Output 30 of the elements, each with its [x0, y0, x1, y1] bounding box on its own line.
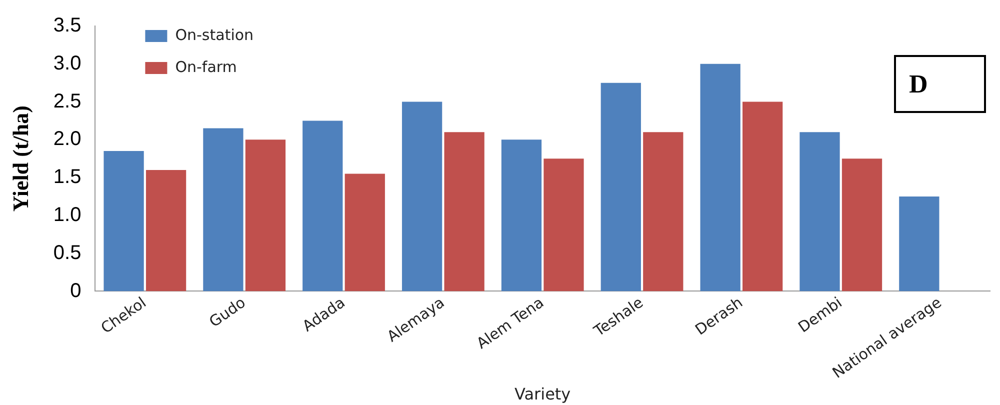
y-tick-label: 0.5 [53, 242, 82, 264]
bar [444, 132, 484, 292]
y-tick-label: 0 [70, 280, 82, 302]
bar [842, 158, 882, 292]
legend-label: On-farm [175, 58, 237, 76]
y-tick-label: 1.0 [53, 204, 82, 226]
bar [203, 128, 244, 292]
y-tick-label: 1.5 [53, 166, 82, 188]
legend-label: On-station [175, 26, 254, 44]
bar [402, 102, 442, 292]
y-tick-label: 3.0 [53, 52, 82, 74]
y-tick-label: 3.5 [53, 14, 82, 37]
x-axis-title: Variety [514, 384, 571, 404]
y-tick-label: 2.5 [53, 90, 82, 112]
bar [344, 174, 385, 292]
annotation: D [909, 70, 928, 99]
bar [742, 102, 783, 292]
bar [501, 140, 542, 292]
bar [104, 151, 144, 292]
bar [643, 132, 684, 292]
y-tick-label: 2.0 [53, 128, 82, 150]
bar [302, 120, 343, 292]
bar [245, 140, 286, 292]
y-axis-title: Yield (t/ha) [8, 106, 33, 212]
bar [800, 132, 840, 292]
bar [899, 196, 940, 292]
bar [544, 158, 584, 292]
bar [146, 170, 186, 292]
bar [700, 64, 740, 292]
bar [600, 82, 641, 292]
